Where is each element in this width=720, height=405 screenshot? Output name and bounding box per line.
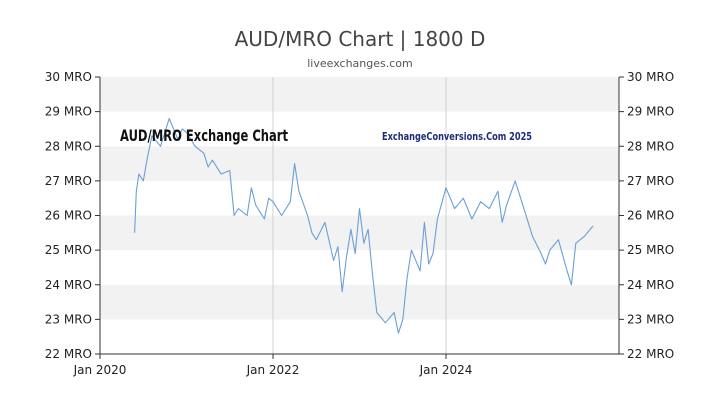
grid-band: [100, 284, 619, 320]
vertical-gridlines: [272, 77, 447, 354]
plot-background-bands: [100, 77, 619, 354]
y-tick-label-left: 26 MRO: [45, 209, 92, 223]
x-axis-ticks: Jan 2020 Jan 2022 Jan 2024: [73, 354, 473, 377]
grid-band: [100, 319, 619, 354]
watermark-chart-name: AUD/MRO Exchange Chart: [120, 126, 288, 145]
y-tick-label-left: 28 MRO: [45, 139, 92, 153]
y-tick-label-left: 29 MRO: [45, 105, 92, 119]
y-tick-label-left: 24 MRO: [45, 278, 92, 292]
y-tick-label-right: 24 MRO: [627, 278, 674, 292]
grid-band: [100, 215, 619, 251]
aud-mro-series-line: [134, 117, 594, 334]
y-tick-label-left: 27 MRO: [45, 174, 92, 188]
y-tick-label-right: 25 MRO: [627, 243, 674, 257]
y-axis-right-ticks: 22 MRO 23 MRO 24 MRO 25 MRO 26 MRO 27 MRO 28 M…: [619, 70, 674, 361]
grid-band: [100, 77, 619, 112]
y-tick-label-left: 23 MRO: [45, 312, 92, 326]
grid-band: [100, 111, 619, 147]
x-tick-label: Jan 2020: [73, 363, 127, 377]
y-axis-left-ticks: 22 MRO 23 MRO 24 MRO 25 MRO 26 MRO 27 MRO 28 M…: [45, 70, 100, 361]
series-group: [134, 117, 594, 334]
y-tick-label-right: 28 MRO: [627, 139, 674, 153]
y-tick-label-right: 23 MRO: [627, 312, 674, 326]
watermark-site-credit: ExchangeConversions.Com 2025: [382, 130, 532, 143]
x-tick-label: Jan 2024: [419, 363, 473, 377]
grid-band: [100, 250, 619, 285]
chart-title: AUD/MRO Chart | 1800 D: [235, 27, 486, 51]
y-tick-label-left: 22 MRO: [45, 347, 92, 361]
y-tick-label-right: 27 MRO: [627, 174, 674, 188]
y-tick-label-left: 25 MRO: [45, 243, 92, 257]
y-tick-label-right: 26 MRO: [627, 209, 674, 223]
chart-subtitle: liveexchanges.com: [307, 57, 412, 70]
grid-band: [100, 146, 619, 181]
y-tick-label-right: 22 MRO: [627, 347, 674, 361]
y-tick-label-right: 30 MRO: [627, 70, 674, 84]
y-tick-label-left: 30 MRO: [45, 70, 92, 84]
x-tick-label: Jan 2022: [246, 363, 300, 377]
y-tick-label-right: 29 MRO: [627, 105, 674, 119]
